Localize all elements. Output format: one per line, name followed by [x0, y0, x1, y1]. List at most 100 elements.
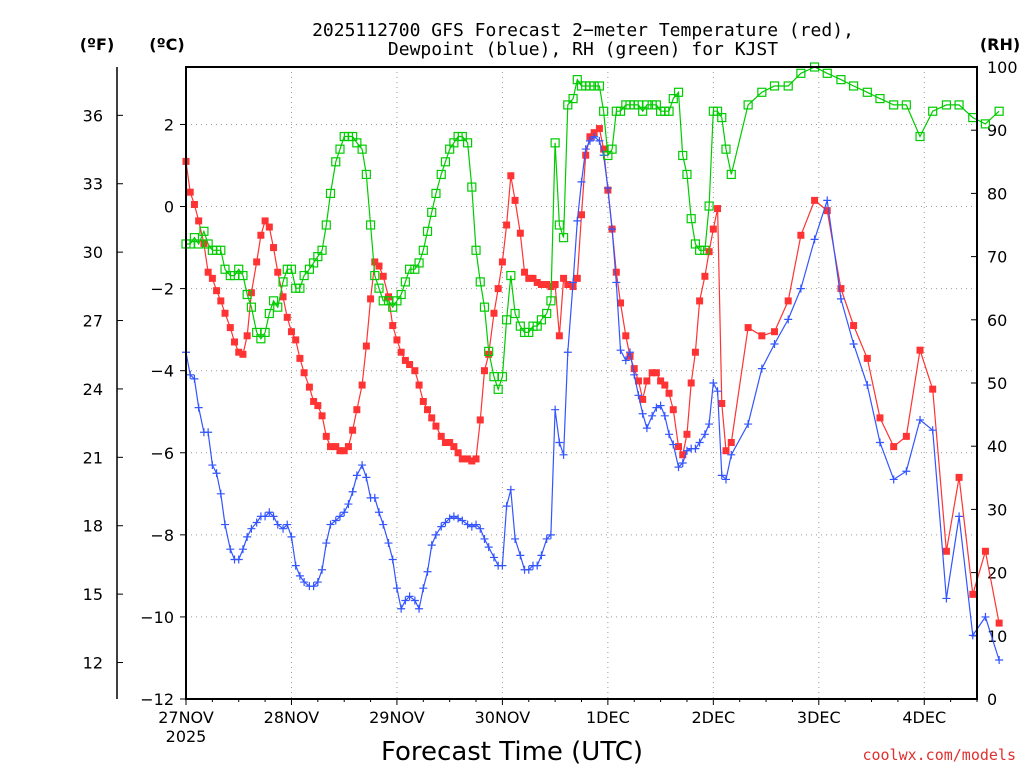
- temperature-point: [823, 207, 831, 215]
- dewpoint-point: [638, 409, 647, 418]
- fahrenheit-tick-label: 21: [83, 448, 103, 467]
- x-axis-label: Forecast Time (UTC): [381, 737, 643, 767]
- chart-title-line1: 2025112700 GFS Forecast 2−meter Temperat…: [312, 20, 854, 41]
- unit-label-celsius: (ºC): [149, 35, 184, 54]
- rh-point: [479, 302, 490, 312]
- rh-tick-label: 40: [987, 437, 1007, 456]
- rh-point: [695, 245, 705, 255]
- temperature-point: [722, 447, 730, 455]
- temperature-point: [371, 258, 379, 266]
- x-tick-label: 2DEC: [691, 708, 735, 727]
- rh-point: [325, 188, 336, 198]
- x-tick-label: 27NOV: [158, 708, 214, 727]
- rh-point: [216, 245, 226, 255]
- dewpoint-point: [506, 485, 515, 494]
- rh-point: [378, 296, 388, 306]
- rh-point: [357, 144, 367, 154]
- dewpoint-point: [546, 530, 555, 539]
- dewpoint-point: [283, 520, 292, 529]
- rh-point: [361, 169, 371, 180]
- x-tick-label: 3DEC: [797, 708, 841, 727]
- dewpoint-point: [796, 284, 805, 293]
- dewpoint-point: [243, 532, 252, 541]
- dewpoint-point: [300, 578, 309, 587]
- dewpoint-point: [863, 381, 872, 390]
- temperature-point: [942, 547, 950, 555]
- temperature-point: [498, 258, 506, 266]
- dewpoint-point: [295, 571, 304, 580]
- dewpoint-point: [291, 561, 300, 570]
- rh-point: [194, 239, 204, 249]
- temperature-point: [639, 395, 647, 403]
- dewpoint-point: [261, 512, 270, 521]
- dewpoint-point: [823, 196, 832, 205]
- dewpoint-point: [573, 216, 582, 225]
- dewpoint-point: [234, 555, 243, 564]
- rh-point: [246, 302, 256, 312]
- x-tick-sublabel: 2025: [166, 727, 207, 746]
- dewpoint-point: [221, 520, 230, 529]
- rh-point: [400, 277, 410, 287]
- temperature-point: [696, 297, 704, 305]
- dewpoint-point: [445, 514, 454, 523]
- x-tick-label: 29NOV: [369, 708, 425, 727]
- temperature-point: [344, 443, 352, 451]
- dewpoint-point: [569, 278, 578, 287]
- celsius-tick-label: −12: [140, 690, 174, 709]
- dewpoint-point: [458, 516, 467, 525]
- rh-point: [915, 131, 925, 142]
- series-temperature: [182, 125, 1003, 627]
- dewpoint-point: [358, 461, 367, 470]
- rh-tick-label: 50: [987, 374, 1007, 393]
- temperature-point: [292, 336, 300, 344]
- celsius-tick-label: −10: [140, 608, 174, 627]
- fahrenheit-tick-label: 18: [83, 517, 103, 536]
- dewpoint-point: [340, 508, 349, 517]
- temperature-point: [217, 297, 225, 305]
- dewpoint-point: [902, 467, 911, 476]
- temperature-point: [657, 377, 665, 385]
- x-tick-label: 4DEC: [902, 708, 946, 727]
- dewpoint-point: [335, 512, 344, 521]
- temperature-point: [349, 426, 357, 434]
- dewpoint-point: [590, 132, 599, 141]
- rh-point: [673, 87, 684, 97]
- temperature-point: [239, 350, 247, 358]
- rh-point: [484, 346, 494, 356]
- temperature-point: [494, 285, 502, 293]
- rh-point: [901, 100, 911, 110]
- rh-point: [980, 119, 991, 129]
- rh-point: [664, 106, 674, 116]
- temperature-point: [600, 145, 608, 153]
- rh-point: [700, 245, 710, 255]
- celsius-tick-label: 0: [164, 198, 174, 217]
- temperature-point: [340, 447, 348, 455]
- temperature-point: [578, 211, 585, 219]
- rh-point: [563, 100, 573, 110]
- temperature-point: [221, 309, 229, 317]
- x-tick-label: 30NOV: [475, 708, 531, 727]
- dewpoint-point: [252, 518, 261, 527]
- temperature-point: [326, 443, 334, 451]
- temperature-point: [784, 297, 792, 305]
- dewpoint-point: [370, 493, 379, 502]
- rh-point: [536, 315, 547, 325]
- temperature-point: [204, 268, 212, 276]
- temperature-point: [582, 151, 590, 159]
- dewpoint-point: [401, 596, 410, 605]
- temperature-point: [876, 414, 884, 422]
- temperature-point: [797, 231, 805, 239]
- rh-point: [506, 270, 516, 281]
- dewpoint-point: [449, 512, 458, 521]
- watermark: coolwx.com/models: [862, 746, 1016, 764]
- temperature-point: [419, 397, 427, 405]
- rh-point: [467, 182, 477, 192]
- rh-point: [404, 264, 415, 274]
- rh-tick-label: 30: [987, 500, 1007, 519]
- temperature-point: [630, 365, 638, 373]
- rh-point: [273, 302, 283, 312]
- temperature-point: [476, 416, 484, 424]
- dewpoint-point: [379, 520, 388, 529]
- rh-point: [615, 106, 626, 116]
- dewpoint-point: [555, 438, 564, 447]
